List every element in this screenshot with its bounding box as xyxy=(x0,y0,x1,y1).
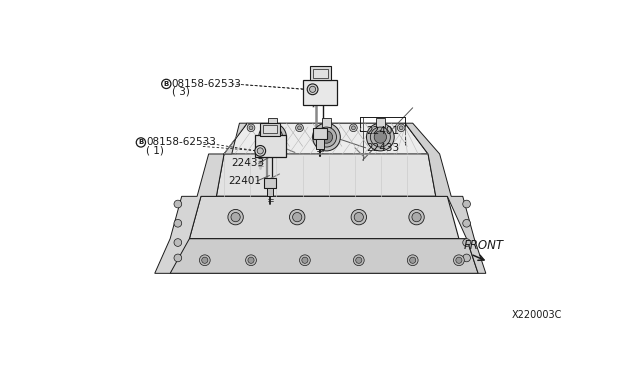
Circle shape xyxy=(351,126,355,130)
Bar xyxy=(312,68,328,78)
Circle shape xyxy=(463,219,470,227)
Text: B: B xyxy=(164,81,169,87)
Circle shape xyxy=(249,126,253,130)
Polygon shape xyxy=(405,123,486,273)
Text: 08158-62533: 08158-62533 xyxy=(172,79,241,89)
Circle shape xyxy=(409,209,424,225)
Circle shape xyxy=(257,148,263,154)
Bar xyxy=(267,188,273,196)
Circle shape xyxy=(454,255,464,266)
Circle shape xyxy=(399,126,403,130)
Circle shape xyxy=(310,86,316,92)
Text: X220003C: X220003C xyxy=(511,310,562,320)
Bar xyxy=(310,66,331,80)
Circle shape xyxy=(307,84,318,95)
Circle shape xyxy=(316,127,337,147)
Circle shape xyxy=(174,219,182,227)
Polygon shape xyxy=(170,239,478,273)
Circle shape xyxy=(231,212,240,222)
Bar xyxy=(268,118,277,127)
Circle shape xyxy=(228,209,243,225)
Circle shape xyxy=(247,124,255,132)
Circle shape xyxy=(349,124,357,132)
Circle shape xyxy=(174,239,182,246)
Circle shape xyxy=(407,255,418,266)
Circle shape xyxy=(298,126,301,130)
Circle shape xyxy=(174,254,182,262)
Circle shape xyxy=(289,209,305,225)
Text: 22401: 22401 xyxy=(367,126,399,136)
Bar xyxy=(376,118,385,127)
Circle shape xyxy=(353,255,364,266)
Circle shape xyxy=(371,127,390,147)
Text: ( 3): ( 3) xyxy=(172,87,189,97)
Circle shape xyxy=(374,131,387,143)
Circle shape xyxy=(367,123,394,151)
Circle shape xyxy=(255,145,266,156)
FancyBboxPatch shape xyxy=(264,178,276,188)
Circle shape xyxy=(202,257,208,263)
Circle shape xyxy=(174,200,182,208)
FancyBboxPatch shape xyxy=(303,80,337,105)
Bar xyxy=(263,125,277,133)
Circle shape xyxy=(296,124,303,132)
Circle shape xyxy=(410,257,416,263)
Circle shape xyxy=(463,200,470,208)
Bar xyxy=(316,139,324,148)
Bar xyxy=(260,123,280,135)
Circle shape xyxy=(262,127,283,147)
Circle shape xyxy=(463,254,470,262)
Circle shape xyxy=(200,255,210,266)
Circle shape xyxy=(312,123,340,151)
Circle shape xyxy=(259,123,287,151)
Circle shape xyxy=(320,131,333,143)
Circle shape xyxy=(300,255,310,266)
Circle shape xyxy=(354,212,364,222)
Circle shape xyxy=(302,257,308,263)
Text: 22433: 22433 xyxy=(232,158,265,168)
Circle shape xyxy=(412,212,421,222)
Text: B: B xyxy=(138,140,143,145)
FancyBboxPatch shape xyxy=(255,135,285,157)
Text: ( 1): ( 1) xyxy=(147,145,164,155)
Polygon shape xyxy=(189,196,459,239)
Polygon shape xyxy=(224,123,428,154)
Polygon shape xyxy=(155,123,247,273)
Circle shape xyxy=(266,131,279,143)
Circle shape xyxy=(397,124,405,132)
Bar xyxy=(322,118,331,127)
Circle shape xyxy=(248,257,254,263)
FancyBboxPatch shape xyxy=(314,128,327,139)
Text: 22401: 22401 xyxy=(228,176,261,186)
Polygon shape xyxy=(216,154,436,196)
Circle shape xyxy=(246,255,257,266)
Text: FRONT: FRONT xyxy=(463,239,504,252)
Text: 08158-62533: 08158-62533 xyxy=(147,137,216,147)
Circle shape xyxy=(351,209,367,225)
Circle shape xyxy=(356,257,362,263)
Circle shape xyxy=(463,239,470,246)
Text: 22433: 22433 xyxy=(367,143,399,153)
Circle shape xyxy=(456,257,462,263)
Circle shape xyxy=(292,212,302,222)
